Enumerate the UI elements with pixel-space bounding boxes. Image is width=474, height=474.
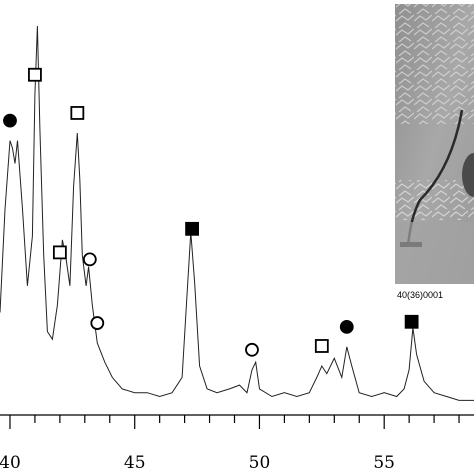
open-square-marker — [52, 245, 67, 260]
open-circle-marker — [82, 252, 97, 267]
x-tick-label: 55 — [373, 453, 395, 473]
inset-micrograph: 40(36)0001 — [395, 4, 474, 300]
filled-square-marker — [404, 314, 419, 329]
x-tick-label: 40 — [0, 453, 21, 473]
open-circle-marker — [90, 316, 105, 330]
x-axis-tick-labels: 40 45 50 55 — [0, 453, 395, 473]
inset-caption: 40(36)0001 — [397, 290, 443, 300]
open-square-marker — [314, 339, 329, 353]
filled-circle-marker — [3, 113, 17, 128]
filled-circle-marker — [339, 319, 354, 334]
x-axis-ticks — [9, 415, 460, 429]
x-tick-label: 50 — [249, 453, 271, 473]
filled-square-marker — [185, 221, 199, 236]
open-square-marker — [28, 67, 42, 82]
x-tick-label: 45 — [124, 453, 146, 473]
open-square-marker — [70, 106, 85, 120]
xrd-pattern-line — [0, 25, 474, 401]
phase-markers — [3, 67, 419, 357]
open-circle-marker — [245, 342, 259, 357]
